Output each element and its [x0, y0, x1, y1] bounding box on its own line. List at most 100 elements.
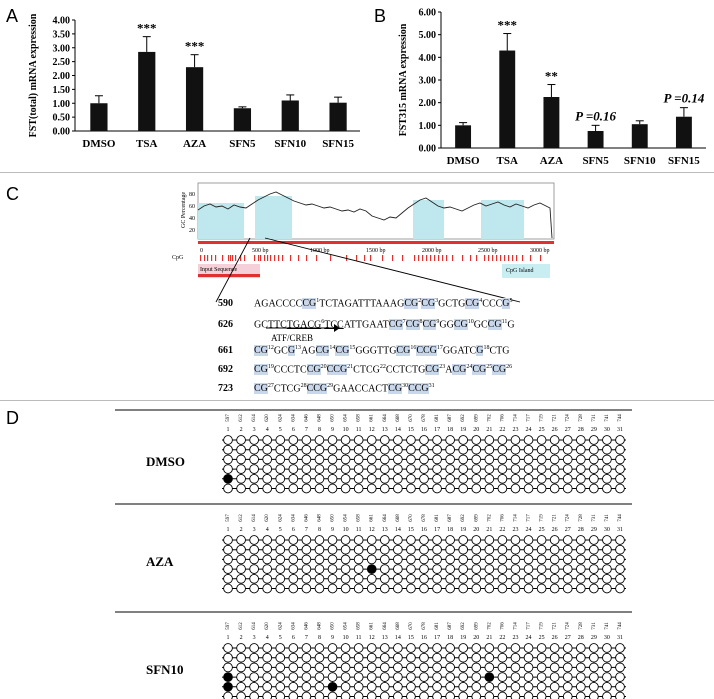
unmethylated-cpg	[236, 535, 246, 545]
unmethylated-cpg	[314, 554, 325, 565]
sequence-segment: GGGTTG	[355, 345, 397, 357]
cpg-index-label: 30	[604, 427, 610, 433]
unmethylated-cpg	[236, 435, 246, 445]
unmethylated-cpg	[288, 544, 299, 555]
unmethylated-cpg	[510, 435, 521, 445]
panel-a-letter: A	[6, 6, 19, 26]
cpg-x-tick: 2000 bp	[422, 248, 442, 254]
unmethylated-cpg	[223, 535, 233, 545]
cpg-position-label: 614	[252, 414, 257, 422]
cpg-y-tick: 40	[189, 216, 195, 222]
unmethylated-cpg	[249, 672, 259, 682]
unmethylated-cpg	[327, 554, 338, 565]
unmethylated-cpg	[275, 662, 286, 673]
unmethylated-cpg	[497, 464, 508, 474]
unmethylated-cpg	[523, 444, 534, 455]
cpg-x-tick: 0	[200, 248, 203, 254]
significance-label: ***	[498, 18, 518, 33]
cpg-index: 22	[379, 364, 386, 370]
unmethylated-cpg	[549, 652, 560, 663]
cpg-site-tick	[426, 255, 428, 261]
significance-label: ***	[185, 39, 205, 54]
unmethylated-cpg	[406, 464, 416, 474]
unmethylated-cpg	[262, 681, 273, 692]
unmethylated-cpg	[523, 554, 534, 565]
cpg-site-tick	[346, 255, 348, 261]
unmethylated-cpg	[445, 672, 455, 682]
cpg-x-tick: 2500 bp	[478, 248, 498, 254]
unmethylated-cpg	[340, 444, 351, 455]
unmethylated-cpg	[575, 691, 586, 699]
unmethylated-cpg	[510, 535, 521, 545]
unmethylated-cpg	[549, 583, 560, 594]
cpg-position-label: 721	[553, 622, 558, 630]
unmethylated-cpg	[366, 691, 377, 699]
cpg-position-label: 654	[344, 622, 349, 630]
cpg-index-label: 20	[473, 527, 479, 533]
cpg-site-tick	[434, 255, 436, 261]
unmethylated-cpg	[379, 554, 390, 565]
bar	[631, 124, 648, 148]
unmethylated-cpg	[589, 691, 599, 699]
unmethylated-cpg	[249, 464, 259, 474]
unmethylated-cpg	[615, 554, 625, 565]
unmethylated-cpg	[223, 662, 233, 673]
cpg-position-label: 744	[618, 414, 623, 422]
unmethylated-cpg	[262, 535, 273, 545]
cpg-x-tick: 500 bp	[252, 248, 269, 254]
cpg-position-label: 719	[540, 514, 545, 522]
cpg-index-label: 7	[305, 427, 308, 433]
unmethylated-cpg	[262, 573, 273, 584]
cpg-index: 26	[506, 364, 513, 370]
unmethylated-cpg	[419, 444, 429, 455]
sequence-segment: CCTCTG	[385, 364, 426, 376]
cpg-site-tick	[316, 255, 318, 261]
x-tick-label: AZA	[183, 138, 206, 150]
unmethylated-cpg	[445, 544, 455, 555]
unmethylated-cpg	[536, 535, 547, 545]
unmethylated-cpg	[340, 544, 351, 555]
unmethylated-cpg	[589, 535, 599, 545]
unmethylated-cpg	[602, 681, 612, 692]
cpg-position-label: 668	[396, 622, 401, 630]
cpg-index: 19	[267, 364, 274, 370]
unmethylated-cpg	[393, 662, 403, 673]
cpg-position-label: 702	[487, 414, 492, 422]
cpg-site: G	[287, 345, 296, 357]
unmethylated-cpg	[536, 662, 547, 673]
unmethylated-cpg	[314, 573, 325, 584]
unmethylated-cpg	[615, 672, 625, 682]
unmethylated-cpg	[262, 691, 273, 699]
cpg-site-tick	[370, 255, 372, 261]
unmethylated-cpg	[471, 473, 482, 484]
cpg-index-label: 21	[486, 527, 492, 533]
unmethylated-cpg	[288, 583, 299, 594]
cpg-site-tick	[446, 255, 448, 261]
cpg-position-label: 624	[278, 414, 283, 422]
unmethylated-cpg	[484, 662, 495, 673]
unmethylated-cpg	[458, 573, 469, 584]
cpg-x-tick: 1500 bp	[366, 248, 386, 254]
unmethylated-cpg	[471, 464, 482, 474]
unmethylated-cpg	[615, 691, 625, 699]
unmethylated-cpg	[419, 672, 429, 682]
unmethylated-cpg	[562, 473, 573, 484]
unmethylated-cpg	[445, 681, 455, 692]
unmethylated-cpg	[615, 483, 625, 494]
unmethylated-cpg	[262, 583, 273, 594]
cpg-index-label: 15	[408, 635, 414, 641]
unmethylated-cpg	[419, 454, 429, 465]
unmethylated-cpg	[393, 544, 403, 555]
cpg-site-tick	[492, 255, 494, 261]
cpg-index-label: 31	[617, 635, 623, 641]
cpg-position-label: 658	[357, 414, 362, 422]
cpg-index-label: 14	[395, 527, 401, 533]
unmethylated-cpg	[327, 473, 338, 484]
y-tick-label: 2.00	[53, 71, 71, 82]
cpg-index: 18	[483, 345, 490, 351]
cpg-position-label: 741	[605, 622, 610, 630]
unmethylated-cpg	[223, 464, 233, 474]
cpg-index-label: 16	[421, 527, 427, 533]
cpg-index-label: 18	[447, 527, 453, 533]
unmethylated-cpg	[589, 643, 599, 653]
